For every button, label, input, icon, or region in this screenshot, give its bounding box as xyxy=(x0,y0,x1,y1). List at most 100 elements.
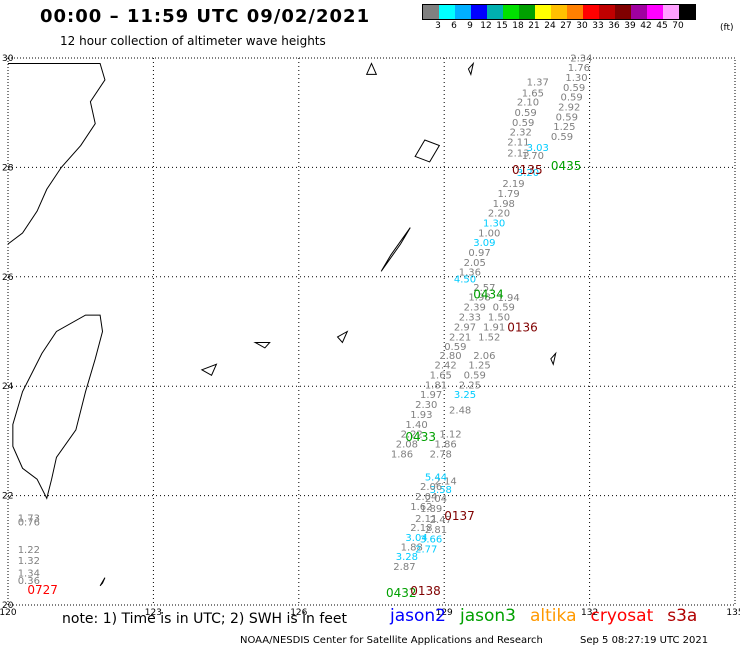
wave-value: 1.12 xyxy=(439,430,461,441)
wave-value: 1.73 xyxy=(18,513,40,524)
wave-value: 1.30 xyxy=(565,73,587,84)
scale-swatch xyxy=(663,5,679,19)
wave-value: 2.92 xyxy=(558,103,580,114)
wave-value: 1.89 xyxy=(420,504,442,515)
satellite-altika: altika xyxy=(530,606,577,626)
wave-value: 5.44 xyxy=(425,472,447,483)
wave-value: 1.36 xyxy=(459,268,481,279)
wave-value: 2.42 xyxy=(435,361,457,372)
wave-value: 0.59 xyxy=(556,112,578,123)
wave-value: 1.81 xyxy=(425,380,447,391)
wave-value: 2.25 xyxy=(459,380,481,391)
wave-value: 1.79 xyxy=(498,189,520,200)
page-subtitle: 12 hour collection of altimeter wave hei… xyxy=(60,34,326,48)
scale-label: 33 xyxy=(592,21,604,31)
scale-label: 18 xyxy=(512,21,524,31)
wave-value: 0.59 xyxy=(444,342,466,353)
y-tick-label: 26 xyxy=(2,273,14,283)
color-scale-labels: 3 6 9 12 15 18 21 24 27 30 33 36 39 42 45 70 xyxy=(422,20,696,32)
track-time-label: 0432 xyxy=(386,586,417,600)
wave-value: 1.88 xyxy=(401,542,423,553)
wave-value: 2.11 xyxy=(507,138,529,149)
wave-value: 2.19 xyxy=(502,179,524,190)
x-tick-label: 120 xyxy=(0,608,17,618)
scale-label: 12 xyxy=(480,21,492,31)
wave-value: 0.97 xyxy=(468,248,490,259)
wave-value: 2.18 xyxy=(410,523,432,534)
coastlines xyxy=(7,61,557,587)
wave-value: 2.80 xyxy=(439,351,461,362)
color-scale-swatches xyxy=(422,4,696,20)
wave-value: 0.59 xyxy=(561,93,583,104)
scale-label: 3 xyxy=(435,21,441,31)
wave-value: 0.59 xyxy=(464,371,486,382)
wave-value: 2.97 xyxy=(454,322,476,333)
wave-value: 0.76 xyxy=(18,518,40,529)
wave-value: 3.58 xyxy=(430,485,452,496)
wave-value: 1.94 xyxy=(498,293,520,304)
scale-swatch xyxy=(519,5,535,19)
satellite-jason3: jason3 xyxy=(460,606,516,626)
wave-value: 2.81 xyxy=(425,525,447,536)
wave-value: 1.97 xyxy=(420,390,442,401)
wave-value: 2.77 xyxy=(415,544,437,555)
track-time-labels: 0727 0432 0433 0434 0435 0136 0137 0138 0135 xyxy=(27,159,581,600)
scale-label: 45 xyxy=(656,21,668,31)
x-tick-label: 135 xyxy=(726,608,740,618)
track-time-label: 0137 xyxy=(444,509,475,523)
wave-value: 2.78 xyxy=(430,449,452,460)
wave-value: 2.06 xyxy=(420,482,442,493)
island-outline xyxy=(99,577,106,587)
wave-value: 2.20 xyxy=(488,209,510,220)
wave-value: 1.62 xyxy=(410,502,432,513)
wave-value: 1.91 xyxy=(483,322,505,333)
satellite-s3a: s3a xyxy=(667,606,698,626)
island-outline xyxy=(380,227,411,272)
x-tick-label: 123 xyxy=(145,608,162,618)
scale-swatch xyxy=(551,5,567,19)
wave-value: 2.22 xyxy=(401,430,423,441)
island-outline xyxy=(253,341,271,349)
track-time-label: 0433 xyxy=(405,430,436,444)
island-outline xyxy=(336,330,349,344)
wave-value: 3.03 xyxy=(527,143,549,154)
scale-label: 42 xyxy=(640,21,652,31)
scale-label: 39 xyxy=(624,21,636,31)
y-tick-label: 28 xyxy=(2,163,14,173)
y-tick-label: 22 xyxy=(2,492,13,502)
y-tick-label: 30 xyxy=(2,54,14,64)
wave-value: 1.70 xyxy=(522,151,544,162)
wave-value: 2.04 xyxy=(425,494,447,505)
wave-value: 2.10 xyxy=(517,98,539,109)
wave-value: 1.86 xyxy=(391,449,413,460)
wave-value: 3.04 xyxy=(405,533,427,544)
island-outline xyxy=(365,62,378,75)
taiwan-coastline xyxy=(12,314,104,500)
wave-value: 1.86 xyxy=(435,439,457,450)
page-title: 00:00 – 11:59 UTC 09/02/2021 xyxy=(40,6,371,27)
wave-value: 1.93 xyxy=(410,410,432,421)
wave-value: 2.30 xyxy=(415,400,437,411)
wave-value: 2.34 xyxy=(570,53,592,64)
wave-value: 1.65 xyxy=(430,371,452,382)
wave-value: 3.25 xyxy=(454,390,476,401)
wave-value: 1.98 xyxy=(493,199,515,210)
wave-value: 1.52 xyxy=(478,332,500,343)
footer-note: note: 1) Time is in UTC; 2) SWH is in fe… xyxy=(62,611,348,627)
y-tick-label: 24 xyxy=(2,382,14,392)
china-coastline xyxy=(7,62,106,245)
color-scale: 3 6 9 12 15 18 21 24 27 30 33 36 39 42 45 70 (ft) xyxy=(422,4,734,33)
scale-label: 70 xyxy=(672,21,684,31)
wave-value: 2.48 xyxy=(449,406,471,417)
wave-value: 0.59 xyxy=(512,118,534,129)
x-tick-label: 126 xyxy=(290,608,307,618)
scale-swatch xyxy=(439,5,455,19)
wave-value: 2.06 xyxy=(473,351,495,362)
wave-value: 2.14 xyxy=(435,477,457,488)
wave-value: 2.11 xyxy=(415,514,437,525)
scale-swatch xyxy=(599,5,615,19)
satellite-legend: jason2 jason3 altika cryosat s3a xyxy=(390,606,711,626)
wave-value: 0.59 xyxy=(563,83,585,94)
wave-value: 1.25 xyxy=(468,361,490,372)
